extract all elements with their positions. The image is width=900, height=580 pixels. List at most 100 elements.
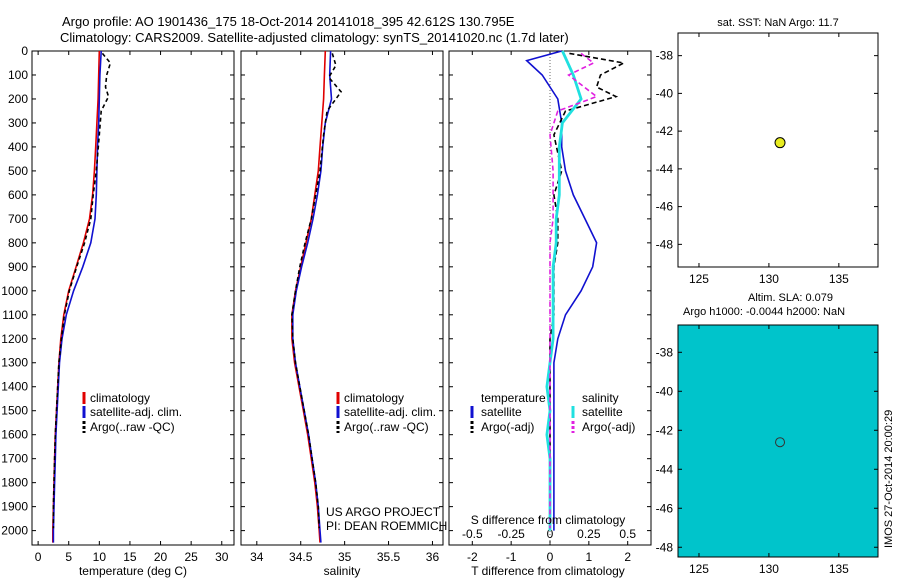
salinity-axis-label: salinity [324,564,361,578]
series-line-argo-raw-qc- [291,53,343,529]
x-tick-label: 5 [65,550,72,564]
legend-label-climatology: climatology [344,391,404,405]
legend-label-temp-satellite: satellite [481,405,522,419]
map-y-tick-label: -48 [656,540,674,554]
map-x-tick-label: 130 [759,272,779,286]
sst-map-panel [677,32,879,268]
sst-map-plot: -38 -40 -42 -44 -46 -48 125 130 135 [656,33,878,286]
legend-header-temperature: temperature [481,391,546,405]
map-y-tick-label: -44 [656,462,674,476]
salinity-plot: 34 34.5 35 35.5 36 [241,50,443,564]
depth-tick-label: 2000 [1,524,28,538]
legend-label-sal-argo: Argo(-adj) [582,420,635,434]
series-line-climatology [291,50,327,543]
series-line-climatology [51,50,101,543]
depth-tick-label: 1900 [1,500,28,514]
sla-map-panel [677,324,879,558]
temperature-plot: 0 5 10 15 20 25 30 [32,50,234,564]
depth-tick-label: 1800 [1,476,28,490]
legend-label-sal-satellite: satellite [582,405,623,419]
depth-tick-label: 1600 [1,428,28,442]
project-annotation-line1: US ARGO PROJECT [326,505,441,519]
map-y-tick-label: -46 [656,501,674,515]
x-tick-label: 25 [184,550,198,564]
sla-heatmap [678,325,878,557]
project-annotation-line2: PI: DEAN ROEMMICH [326,519,447,533]
depth-tick-label: 500 [8,164,28,178]
map-y-tick-label: -42 [656,423,674,437]
map-y-tick-label: -40 [656,86,674,100]
legend-label-argo: Argo(..raw -QC) [90,420,175,434]
x-tick-label: 30 [215,550,229,564]
legend-label-climatology: climatology [90,391,150,405]
legend-header-salinity: salinity [582,391,619,405]
map-y-tick-label: -44 [656,162,674,176]
temperature-axis-label: temperature (deg C) [79,564,187,578]
map-x-tick-label: 135 [829,272,849,286]
top-tick-label: 0 [547,527,554,541]
legend-label-satellite: satellite-adj. clim. [90,405,182,419]
x-tick-label: 1 [586,550,593,564]
legend-label-argo: Argo(..raw -QC) [344,420,429,434]
x-tick-label: 20 [154,550,168,564]
x-tick-label: 35.5 [377,550,401,564]
x-tick-label: 15 [123,550,137,564]
salinity-panel [240,50,444,546]
depth-tick-label: 400 [8,140,28,154]
x-tick-label: 2 [624,550,631,564]
series-line-salinity-argo-adj- [549,52,599,529]
imos-timestamp: IMOS 27-Oct-2014 20:00:29 [883,410,895,548]
x-tick-label: -1 [506,550,517,564]
temperature-legend: climatology satellite-adj. clim. Argo(..… [82,391,182,434]
map-y-tick-label: -40 [656,384,674,398]
depth-tick-label: 900 [8,260,28,274]
depth-tick-label: 800 [8,236,28,250]
map-y-tick-label: -42 [656,124,674,138]
x-tick-label: 10 [93,550,107,564]
map-y-tick-label: -48 [656,237,674,251]
header-line1: Argo profile: AO 1901436_175 18-Oct-2014… [62,14,515,29]
legend-label-temp-argo: Argo(-adj) [481,420,534,434]
x-tick-label: 0 [35,550,42,564]
x-tick-label: 34.5 [289,550,313,564]
difference-axis-label: T difference from climatology [471,564,625,578]
top-tick-label: -0.5 [462,527,483,541]
depth-tick-label: 200 [8,92,28,106]
series-line-argo-raw-qc- [52,52,112,529]
depth-tick-label: 300 [8,116,28,130]
series-line-salinity-satellite [545,50,583,531]
depth-tick-label: 0 [21,44,28,58]
map-y-tick-label: -38 [656,49,674,63]
sst-map-title: sat. SST: NaN Argo: 11.7 [717,17,838,29]
depth-tick-label: 1700 [1,452,28,466]
difference-legend: temperature salinity satellite Argo(-adj… [470,391,635,434]
sla-map-title-line1: Altim. SLA: 0.079 [748,292,833,304]
map-y-tick-label: -38 [656,345,674,359]
header-line2: Climatology: CARS2009. Satellite-adjuste… [60,30,569,45]
map-x-tick-label: 130 [759,562,779,576]
map-x-tick-label: 125 [689,272,709,286]
top-tick-label: 0.25 [577,527,601,541]
depth-tick-label: 1200 [1,332,28,346]
x-tick-label: 34 [250,550,264,564]
top-tick-label: 0.5 [619,527,636,541]
argo-location-marker [775,437,786,448]
depth-tick-label: 1000 [1,284,28,298]
x-tick-label: -2 [467,550,478,564]
legend-label-satellite: satellite-adj. clim. [344,405,436,419]
argo-location-marker [774,137,786,149]
temperature-panel [31,50,235,546]
depth-tick-label: 1100 [2,308,28,322]
x-tick-label: 0 [547,550,554,564]
map-x-tick-label: 125 [689,562,709,576]
x-tick-label: 36 [426,550,440,564]
sla-map-title-line2: Argo h1000: -0.0044 h2000: NaN [683,306,845,318]
depth-tick-label: 600 [8,188,28,202]
sla-map-plot: -38 -40 -42 -44 -46 -48 125 130 135 [656,325,878,576]
depth-tick-label: 100 [8,68,28,82]
x-tick-label: 35 [338,550,352,564]
top-tick-label: -0.25 [497,527,525,541]
series-line-temperature-satellite [525,50,598,531]
map-y-tick-label: -46 [656,200,674,214]
depth-tick-label: 1500 [1,404,28,418]
